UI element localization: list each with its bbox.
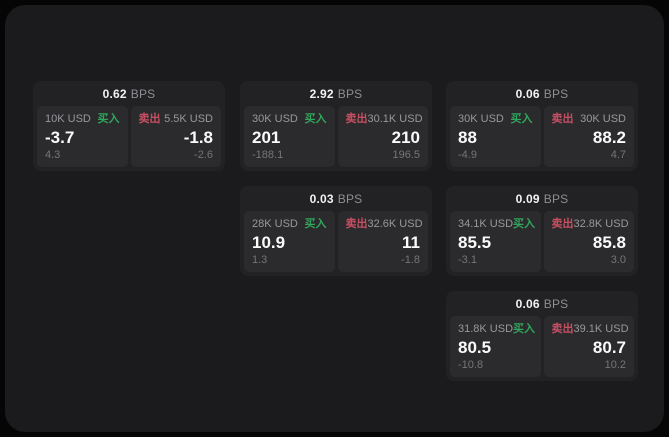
buy-size-label: 30K USD bbox=[252, 113, 298, 125]
sell-panel[interactable]: 卖出 30K USD 88.2 4.7 bbox=[543, 106, 634, 167]
sell-size-label: 5.5K USD bbox=[164, 113, 213, 125]
buy-size-label: 31.8K USD bbox=[458, 323, 514, 335]
price-panels: 30K USD 买入 201 -188.1 卖出 30.1K USD 210 1… bbox=[240, 106, 432, 171]
sell-panel[interactable]: 卖出 32.6K USD 11 -1.8 bbox=[337, 211, 428, 272]
sell-price: 11 bbox=[402, 232, 420, 252]
buy-panel[interactable]: 10K USD 买入 -3.7 4.3 bbox=[37, 106, 128, 167]
sell-price: 80.7 bbox=[592, 337, 626, 357]
buy-price: 88 bbox=[458, 127, 477, 147]
buy-delta: 4.3 bbox=[45, 149, 61, 161]
sell-size-label: 30.1K USD bbox=[367, 113, 423, 125]
sell-delta: 3.0 bbox=[610, 254, 626, 266]
spread-value: 0.06 bbox=[515, 296, 540, 311]
sell-delta: -1.8 bbox=[401, 254, 420, 266]
price-panels: 10K USD 买入 -3.7 4.3 卖出 5.5K USD -1.8 -2.… bbox=[33, 106, 225, 171]
buy-tag: 买入 bbox=[513, 323, 536, 335]
quote-card: 0.06 BPS 31.8K USD 买入 80.5 -10.8 卖出 39.1… bbox=[446, 291, 638, 381]
buy-tag: 买入 bbox=[97, 113, 120, 125]
buy-delta: -3.1 bbox=[458, 254, 477, 266]
buy-size-label: 34.1K USD bbox=[458, 218, 514, 230]
buy-panel[interactable]: 30K USD 买入 201 -188.1 bbox=[244, 106, 335, 167]
spread-unit: BPS bbox=[130, 86, 156, 101]
sell-panel[interactable]: 卖出 30.1K USD 210 196.5 bbox=[337, 106, 428, 167]
sell-size-label: 30K USD bbox=[580, 113, 626, 125]
spread-unit: BPS bbox=[543, 296, 569, 311]
quote-card: 2.92 BPS 30K USD 买入 201 -188.1 卖出 30.1K … bbox=[240, 81, 432, 171]
spread-header: 2.92 BPS bbox=[240, 81, 432, 106]
sell-price: -1.8 bbox=[183, 127, 213, 147]
spread-header: 0.03 BPS bbox=[240, 186, 432, 211]
buy-price: 80.5 bbox=[458, 337, 492, 357]
sell-delta: 196.5 bbox=[392, 149, 420, 161]
buy-delta: -188.1 bbox=[252, 149, 284, 161]
spread-header: 0.62 BPS bbox=[33, 81, 225, 106]
sell-panel[interactable]: 卖出 39.1K USD 80.7 10.2 bbox=[543, 316, 634, 377]
buy-size-label: 30K USD bbox=[458, 113, 504, 125]
sell-size-label: 32.6K USD bbox=[367, 218, 423, 230]
sell-tag: 卖出 bbox=[345, 113, 368, 125]
buy-tag: 买入 bbox=[510, 113, 533, 125]
quote-card: 0.03 BPS 28K USD 买入 10.9 1.3 卖出 32.6K US… bbox=[240, 186, 432, 276]
price-panels: 28K USD 买入 10.9 1.3 卖出 32.6K USD 11 -1.8 bbox=[240, 211, 432, 276]
spread-header: 0.06 BPS bbox=[446, 81, 638, 106]
sell-price: 210 bbox=[391, 127, 420, 147]
spread-header: 0.09 BPS bbox=[446, 186, 638, 211]
quote-card: 0.09 BPS 34.1K USD 买入 85.5 -3.1 卖出 32.8K… bbox=[446, 186, 638, 276]
buy-price: -3.7 bbox=[45, 127, 75, 147]
buy-delta: -10.8 bbox=[458, 359, 484, 371]
sell-tag: 卖出 bbox=[138, 113, 161, 125]
spread-unit: BPS bbox=[337, 86, 363, 101]
buy-tag: 买入 bbox=[304, 113, 327, 125]
buy-tag: 买入 bbox=[304, 218, 327, 230]
sell-delta: 10.2 bbox=[604, 359, 626, 371]
sell-panel[interactable]: 卖出 5.5K USD -1.8 -2.6 bbox=[130, 106, 221, 167]
spread-value: 0.06 bbox=[515, 86, 540, 101]
buy-delta: -4.9 bbox=[458, 149, 477, 161]
spread-unit: BPS bbox=[543, 86, 569, 101]
spread-value: 0.62 bbox=[102, 86, 127, 101]
sell-tag: 卖出 bbox=[551, 113, 574, 125]
sell-delta: 4.7 bbox=[610, 149, 626, 161]
spread-unit: BPS bbox=[337, 191, 363, 206]
buy-tag: 买入 bbox=[513, 218, 536, 230]
quote-card: 0.62 BPS 10K USD 买入 -3.7 4.3 卖出 5.5K USD… bbox=[33, 81, 225, 171]
buy-price: 201 bbox=[252, 127, 281, 147]
sell-price: 88.2 bbox=[592, 127, 626, 147]
buy-delta: 1.3 bbox=[252, 254, 268, 266]
sell-size-label: 39.1K USD bbox=[573, 323, 629, 335]
price-panels: 34.1K USD 买入 85.5 -3.1 卖出 32.8K USD 85.8… bbox=[446, 211, 638, 276]
sell-panel[interactable]: 卖出 32.8K USD 85.8 3.0 bbox=[543, 211, 634, 272]
buy-price: 10.9 bbox=[252, 232, 286, 252]
spread-unit: BPS bbox=[543, 191, 569, 206]
buy-price: 85.5 bbox=[458, 232, 492, 252]
buy-size-label: 10K USD bbox=[45, 113, 91, 125]
price-panels: 30K USD 买入 88 -4.9 卖出 30K USD 88.2 4.7 bbox=[446, 106, 638, 171]
sell-size-label: 32.8K USD bbox=[573, 218, 629, 230]
sell-delta: -2.6 bbox=[194, 149, 213, 161]
buy-size-label: 28K USD bbox=[252, 218, 298, 230]
sell-tag: 卖出 bbox=[551, 218, 574, 230]
buy-panel[interactable]: 34.1K USD 买入 85.5 -3.1 bbox=[450, 211, 541, 272]
sell-tag: 卖出 bbox=[345, 218, 368, 230]
spread-value: 0.09 bbox=[515, 191, 540, 206]
buy-panel[interactable]: 28K USD 买入 10.9 1.3 bbox=[244, 211, 335, 272]
quote-card: 0.06 BPS 30K USD 买入 88 -4.9 卖出 30K USD 8… bbox=[446, 81, 638, 171]
price-panels: 31.8K USD 买入 80.5 -10.8 卖出 39.1K USD 80.… bbox=[446, 316, 638, 381]
sell-price: 85.8 bbox=[592, 232, 626, 252]
sell-tag: 卖出 bbox=[551, 323, 574, 335]
spread-value: 0.03 bbox=[309, 191, 334, 206]
buy-panel[interactable]: 30K USD 买入 88 -4.9 bbox=[450, 106, 541, 167]
spread-value: 2.92 bbox=[309, 86, 334, 101]
buy-panel[interactable]: 31.8K USD 买入 80.5 -10.8 bbox=[450, 316, 541, 377]
spread-header: 0.06 BPS bbox=[446, 291, 638, 316]
